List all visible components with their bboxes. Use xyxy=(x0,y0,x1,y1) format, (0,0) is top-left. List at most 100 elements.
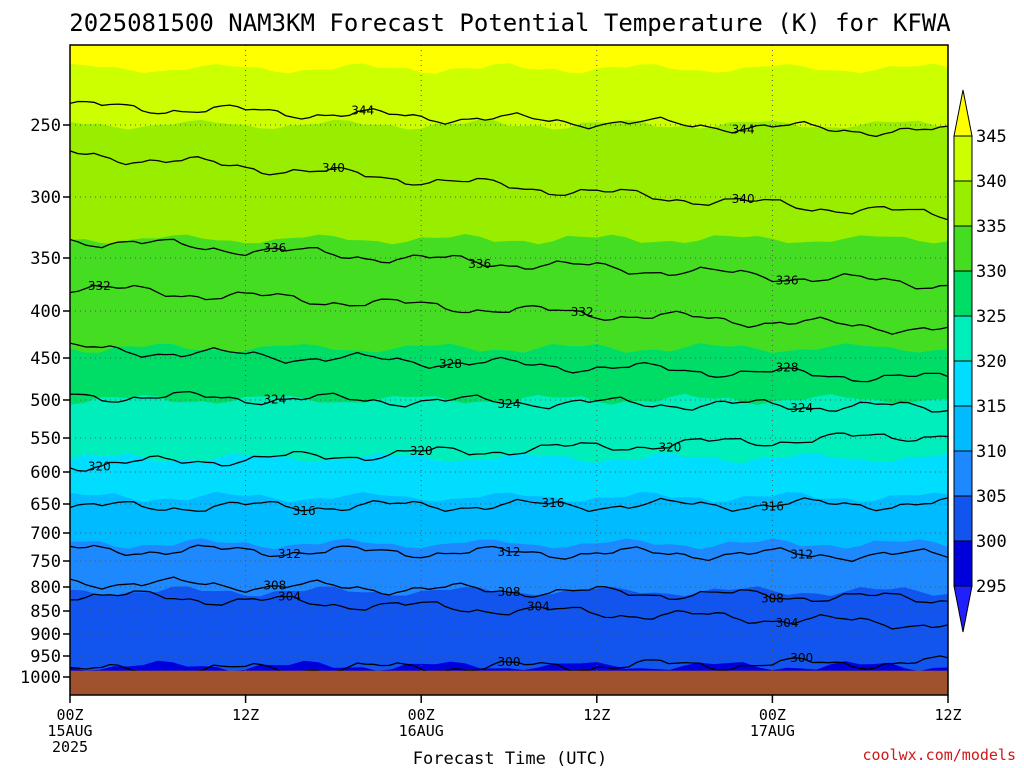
contour-label-332: 332 xyxy=(571,305,594,319)
x-tick-label-48: 00Z xyxy=(759,706,786,724)
ground-surface xyxy=(70,670,948,695)
plot-frame xyxy=(69,44,949,696)
y-tick-label-700: 700 xyxy=(30,524,61,544)
x-tick-date-48: 17AUG xyxy=(750,722,795,740)
y-tick-label-750: 750 xyxy=(30,552,61,572)
contour-316 xyxy=(70,497,948,513)
contour-340 xyxy=(70,150,948,221)
colorbar-top-arrow xyxy=(953,89,973,137)
contour-label-340: 340 xyxy=(732,192,755,206)
contour-label-344: 344 xyxy=(732,122,755,136)
y-tick-label-850: 850 xyxy=(30,602,61,622)
chart-title: 2025081500 NAM3KM Forecast Potential Tem… xyxy=(69,9,951,37)
contour-336 xyxy=(70,238,948,290)
credit-text: coolwx.com/models xyxy=(862,746,1016,764)
colorbar-segment-3 xyxy=(953,270,973,317)
x-tick-year-0: 2025 xyxy=(52,738,88,756)
y-tick-label-400: 400 xyxy=(30,302,61,322)
band-3 xyxy=(70,233,948,355)
colorbar-label-330: 330 xyxy=(976,262,1007,282)
colorbar-label-345: 345 xyxy=(976,127,1007,147)
y-tick-label-650: 650 xyxy=(30,495,61,515)
colorbar-segment-8 xyxy=(953,495,973,542)
contour-label-312: 312 xyxy=(278,547,301,561)
contour-label-324: 324 xyxy=(790,401,813,415)
contour-label-324: 324 xyxy=(498,397,521,411)
band-2 xyxy=(70,119,948,246)
colorbar-label-300: 300 xyxy=(976,532,1007,552)
colorbar-label-305: 305 xyxy=(976,487,1007,507)
contour-label-300: 300 xyxy=(498,655,521,669)
colorbar-segment-6 xyxy=(953,405,973,452)
contour-label-340: 340 xyxy=(322,161,345,175)
contour-label-308: 308 xyxy=(498,585,521,599)
y-tick-label-800: 800 xyxy=(30,578,61,598)
contour-label-316: 316 xyxy=(541,496,564,510)
y-tick-label-550: 550 xyxy=(30,429,61,449)
contour-label-336: 336 xyxy=(776,274,799,288)
contour-label-320: 320 xyxy=(659,440,682,454)
colorbar-segment-0 xyxy=(953,135,973,182)
contour-308 xyxy=(70,576,948,604)
contour-304 xyxy=(70,590,948,630)
grid-lines xyxy=(70,45,948,695)
contour-label-316: 316 xyxy=(293,504,316,518)
contour-332 xyxy=(70,284,948,335)
contour-label-308: 308 xyxy=(761,592,784,606)
y-tick-label-450: 450 xyxy=(30,349,61,369)
contour-label-304: 304 xyxy=(527,599,550,613)
x-tick-label-60: 12Z xyxy=(934,706,961,724)
colorbar-segment-4 xyxy=(953,315,973,362)
x-tick-date-24: 16AUG xyxy=(399,722,444,740)
x-tick-label-24: 00Z xyxy=(408,706,435,724)
colorbar-segment-7 xyxy=(953,450,973,497)
contour-label-320: 320 xyxy=(88,460,111,474)
colorbar-label-315: 315 xyxy=(976,397,1007,417)
contour-300 xyxy=(70,655,948,676)
y-tick-label-900: 900 xyxy=(30,625,61,645)
ground-layer xyxy=(70,670,948,695)
x-tick-label-36: 12Z xyxy=(583,706,610,724)
contour-324 xyxy=(70,390,948,413)
x-axis-title: Forecast Time (UTC) xyxy=(413,749,607,768)
contour-label-344: 344 xyxy=(351,104,374,118)
contour-label-308: 308 xyxy=(263,578,286,592)
y-tick-label-1000: 1000 xyxy=(20,668,61,688)
colorbar-label-335: 335 xyxy=(976,217,1007,237)
y-axis: 250 300 350 400 450 500 550 600 650 700 750 800 850 9… xyxy=(20,116,70,688)
y-tick-label-300: 300 xyxy=(30,188,61,208)
colorbar-label-320: 320 xyxy=(976,352,1007,372)
y-tick-label-950: 950 xyxy=(30,647,61,667)
colorbar-label-340: 340 xyxy=(976,172,1007,192)
contour-label-324: 324 xyxy=(263,393,286,407)
colorbar-segment-1 xyxy=(953,180,973,227)
contour-label-328: 328 xyxy=(439,357,462,371)
contour-label-332: 332 xyxy=(88,279,111,293)
contour-328 xyxy=(70,342,948,383)
colorbar-segment-5 xyxy=(953,360,973,407)
colorbar-label-310: 310 xyxy=(976,442,1007,462)
contour-label-300: 300 xyxy=(790,651,813,665)
colorbar-bottom-arrow xyxy=(953,585,973,633)
contour-label-328: 328 xyxy=(776,361,799,375)
colorbar-label-325: 325 xyxy=(976,307,1007,327)
contour-label-320: 320 xyxy=(410,444,433,458)
contour-label-312: 312 xyxy=(790,548,813,562)
x-tick-label-0: 00Z xyxy=(56,706,83,724)
colorbar: 345 340 335 330 325 320 315 310 305 300 295 xyxy=(953,89,1007,633)
contour-lines: 344 344 340 340 336 336 336 332 332 328 328 324 324 3… xyxy=(70,100,948,676)
contour-344 xyxy=(70,100,948,138)
y-tick-label-250: 250 xyxy=(30,116,61,136)
contour-label-304: 304 xyxy=(278,589,301,603)
x-tick-label-12: 12Z xyxy=(232,706,259,724)
contour-label-336: 336 xyxy=(263,241,286,255)
contour-label-316: 316 xyxy=(761,500,784,514)
colorbar-label-295: 295 xyxy=(976,577,1007,597)
y-tick-label-500: 500 xyxy=(30,391,61,411)
y-tick-label-600: 600 xyxy=(30,463,61,483)
contour-label-336: 336 xyxy=(468,257,491,271)
colorbar-segment-9 xyxy=(953,540,973,587)
y-tick-label-350: 350 xyxy=(30,249,61,269)
